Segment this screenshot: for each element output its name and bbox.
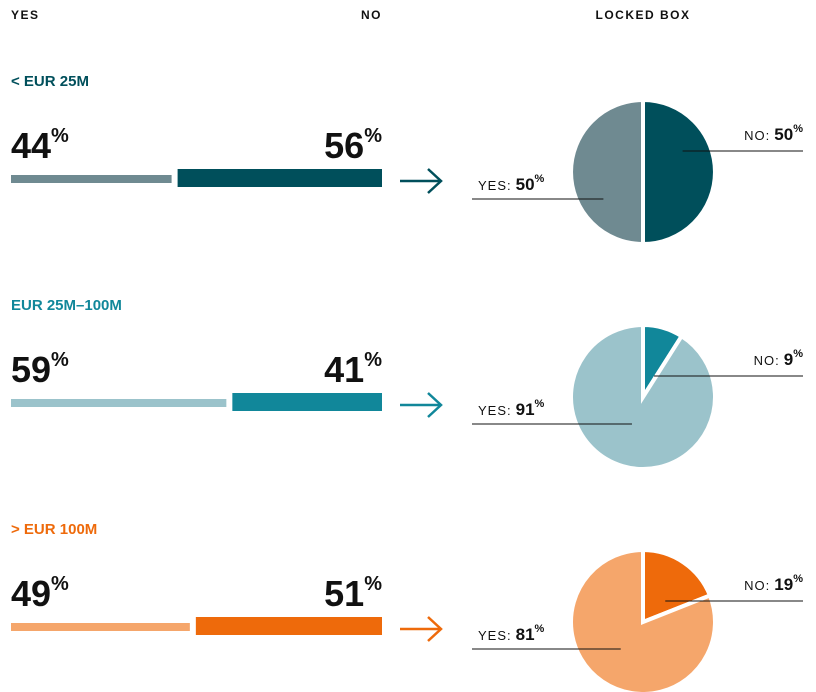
pie-slice xyxy=(569,547,717,692)
label-unit: % xyxy=(793,573,803,585)
value-number: 41 xyxy=(324,349,364,390)
pie-slice xyxy=(641,547,713,625)
label-category: YES: xyxy=(478,403,512,418)
value-number: 44 xyxy=(11,125,51,166)
pie-slice xyxy=(569,97,645,247)
header-locked-box: LOCKED BOX xyxy=(595,8,690,22)
bar-no xyxy=(177,169,382,187)
pie-label: YES: 81% xyxy=(478,623,545,644)
label-value: 19 xyxy=(774,575,793,594)
label-category: NO: xyxy=(744,128,770,143)
pie-slice xyxy=(569,322,717,471)
label-category: YES: xyxy=(478,628,512,643)
label-category: YES: xyxy=(478,178,512,193)
pie-label: YES: 50% xyxy=(478,173,545,194)
arrow-head xyxy=(427,168,443,194)
value-unit: % xyxy=(364,125,382,147)
header-no: NO xyxy=(361,8,382,22)
pie-label: NO: 19% xyxy=(744,573,803,594)
value-unit: % xyxy=(51,125,69,147)
value-unit: % xyxy=(364,349,382,371)
bar-no xyxy=(232,393,382,411)
bar-yes xyxy=(11,399,227,407)
label-value: 81 xyxy=(516,625,535,644)
bar-value: 44% xyxy=(11,125,69,166)
pie-label: NO: 9% xyxy=(754,348,804,369)
pie-label: YES: 91% xyxy=(478,398,545,419)
label-value: 50 xyxy=(774,125,793,144)
bar-yes xyxy=(11,175,172,183)
group-title: > EUR 100M xyxy=(11,521,97,538)
bar-no xyxy=(195,617,382,635)
label-category: NO: xyxy=(744,578,770,593)
bar-value: 59% xyxy=(11,349,69,390)
value-number: 49 xyxy=(11,573,51,614)
pie-label: NO: 50% xyxy=(744,123,803,144)
value-number: 51 xyxy=(324,573,364,614)
label-unit: % xyxy=(535,623,545,635)
label-value: 50 xyxy=(516,175,535,194)
arrow-head xyxy=(427,616,443,642)
bar-value: 56% xyxy=(324,125,382,166)
value-number: 59 xyxy=(11,349,51,390)
value-unit: % xyxy=(364,573,382,595)
header-yes: YES xyxy=(11,8,40,22)
label-unit: % xyxy=(793,348,803,360)
arrow-head xyxy=(427,392,443,418)
value-unit: % xyxy=(51,573,69,595)
bar-value: 49% xyxy=(11,573,69,614)
label-value: 9 xyxy=(784,350,793,369)
bar-value: 41% xyxy=(324,349,382,390)
label-category: NO: xyxy=(754,353,780,368)
label-unit: % xyxy=(535,173,545,185)
bar-yes xyxy=(11,623,190,631)
value-unit: % xyxy=(51,349,69,371)
label-unit: % xyxy=(535,398,545,410)
bar-value: 51% xyxy=(324,573,382,614)
label-unit: % xyxy=(793,123,803,135)
group-title: EUR 25M–100M xyxy=(11,297,122,314)
pie-slice xyxy=(641,97,717,247)
group-title: < EUR 25M xyxy=(11,73,89,90)
value-number: 56 xyxy=(324,125,364,166)
label-value: 91 xyxy=(516,400,535,419)
